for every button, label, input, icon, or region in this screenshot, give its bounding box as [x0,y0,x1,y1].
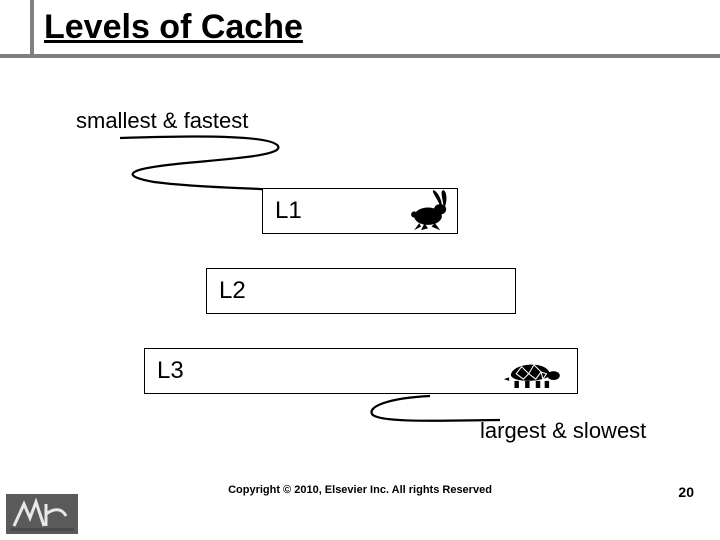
title-rule-horizontal [0,54,720,58]
slide-title: Levels of Cache [44,8,303,47]
cache-label-l2: L2 [219,277,246,305]
cache-label-l3: L3 [157,357,184,385]
rabbit-icon [402,190,454,232]
cache-box-l2: L2 [206,268,516,314]
cache-label-l1: L1 [275,197,302,225]
footer-copyright: Copyright © 2010, Elsevier Inc. All righ… [0,484,720,496]
turtle-icon [502,354,566,390]
label-largest-slowest: largest & slowest [480,418,646,444]
page-number: 20 [678,484,694,500]
publisher-logo [6,494,78,534]
title-rule-vertical [30,0,34,58]
